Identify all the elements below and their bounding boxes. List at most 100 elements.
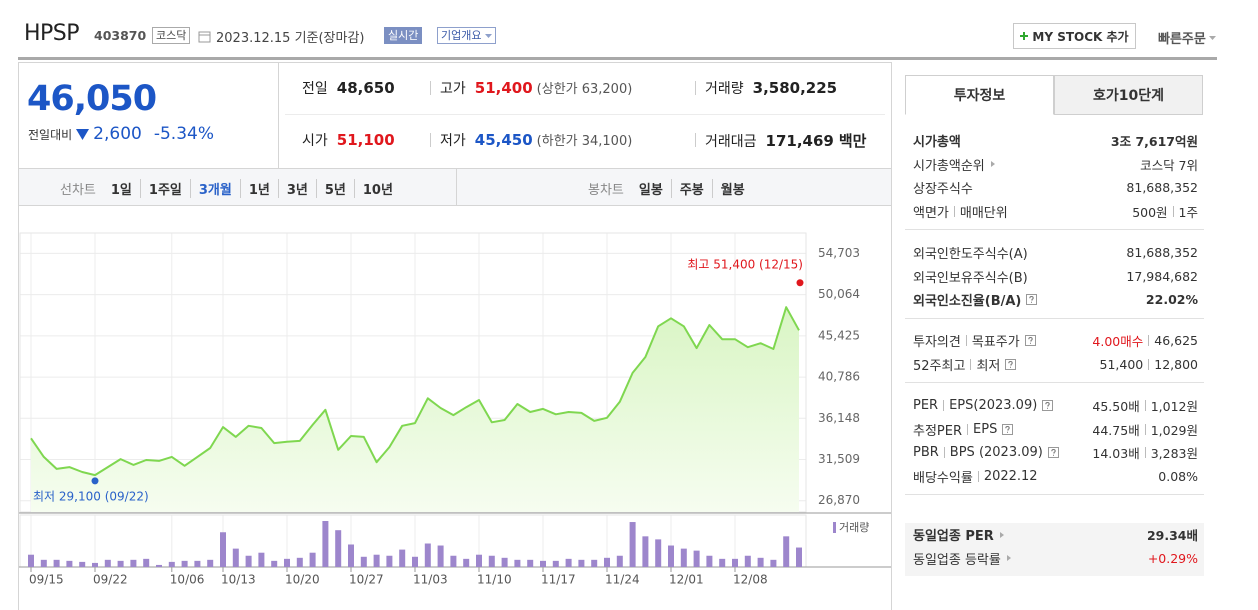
volume-bar [130, 559, 137, 567]
mystock-button[interactable]: MY STOCK 추가 [1013, 23, 1136, 49]
value-text: 4.00매수 [1092, 334, 1144, 350]
volume-bar [117, 560, 124, 567]
volume-bar [220, 532, 226, 567]
period-option[interactable]: 주봉 [670, 179, 712, 198]
help-icon[interactable] [1042, 400, 1054, 412]
row-label: 시가총액 [913, 131, 961, 150]
value-text: 46,625 [1154, 333, 1198, 349]
volume-bar [565, 558, 572, 567]
volume-bar [719, 558, 726, 567]
label-text: 상장주식수 [913, 182, 973, 198]
arrow-icon [999, 531, 1004, 538]
help-glyph [1008, 360, 1014, 368]
value-text: 3,283원 [1150, 446, 1198, 462]
volume-bar [156, 564, 162, 567]
area [31, 307, 799, 512]
value-text: 3조 7,617억원 [1110, 134, 1198, 150]
info-row: 동일업종 PER 29.34배 [913, 523, 1198, 547]
row-label: 추정PER EPS [913, 420, 1014, 439]
change-rate: -5.34% [153, 124, 214, 144]
label-text: 액면가 [913, 205, 949, 221]
value-text: 12,800 [1154, 356, 1198, 372]
row-label: PBR BPS (2023.09) [913, 445, 1059, 460]
label-text: 시가총액 [913, 135, 961, 151]
summary-label: 고가 [440, 81, 466, 97]
value-text: 1,012원 [1150, 399, 1198, 415]
divider [965, 335, 967, 347]
legend-swatch [833, 522, 836, 533]
row-value: 81,688,352 [1126, 245, 1198, 260]
volume-bar [655, 539, 662, 567]
summary-cell: 시가 51,100 [302, 130, 395, 150]
info-row: 상장주식수 81,688,352 [913, 176, 1198, 200]
row-value: 22.02% [1146, 292, 1198, 307]
info-row: 시가총액순위 코스닥 7위 [913, 153, 1198, 177]
help-icon[interactable] [1026, 294, 1038, 306]
tab[interactable]: 투자정보 [905, 75, 1054, 115]
row-value: 500원 1주 [1132, 202, 1198, 221]
help-icon[interactable] [1002, 423, 1014, 435]
period-divider [456, 169, 457, 205]
overview-button[interactable]: 기업개요 [437, 27, 497, 44]
volume-bar [693, 550, 700, 567]
info-row: 외국인한도주식수(A) 81,688,352 [913, 241, 1198, 265]
y-tick-label: 45,425 [818, 328, 860, 342]
plus-icon [1020, 32, 1029, 40]
label-text: 목표주가 [971, 335, 1020, 351]
summary-note: (상한가 63,200) [536, 82, 633, 97]
label-text: 외국인보유주식수(B) [913, 270, 1028, 286]
help-icon[interactable] [1024, 335, 1036, 347]
change-label: 전일대비 [28, 127, 73, 142]
label-text: 최저 [976, 358, 1001, 374]
volume-bar [348, 544, 354, 567]
summary-value: 48,650 [336, 79, 395, 97]
period-option[interactable]: 일봉 [638, 183, 663, 198]
volume-bar [66, 560, 73, 567]
line-chart-label: 선차트 [60, 183, 96, 198]
volume-bar [92, 562, 98, 567]
divider [695, 81, 696, 95]
period-option[interactable]: 월봉 [711, 179, 753, 198]
help-icon[interactable] [1047, 447, 1059, 459]
period-option[interactable]: 10년 [353, 179, 401, 198]
info-row: 동일업종 등락률 +0.29% [913, 547, 1198, 571]
label-text: 시가총액순위 [913, 158, 985, 174]
volume-bar [680, 548, 687, 567]
value-text: 500원 [1132, 204, 1168, 220]
value-text: 1주 [1178, 204, 1198, 220]
row-label: 동일업종 등락률 [913, 549, 1011, 568]
y-tick-label: 50,064 [818, 287, 860, 301]
period-option[interactable]: 1일 [110, 183, 132, 198]
info-row: 시가총액 3조 7,617억원 [913, 129, 1198, 153]
period-option[interactable]: 5년 [315, 179, 354, 198]
tab[interactable]: 호가10단계 [1054, 75, 1203, 115]
arrow-icon [990, 161, 995, 168]
divider [1148, 335, 1150, 347]
help-icon[interactable] [1005, 358, 1017, 370]
summary-value: 45,450 [474, 131, 533, 149]
volume-bar [642, 536, 649, 567]
value-text: 0.08% [1158, 468, 1198, 484]
label-text: EPS [973, 421, 998, 437]
row-label: 배당수익률 2022.12 [913, 467, 1038, 486]
quick-order[interactable]: 빠른주문 [1158, 28, 1216, 47]
volume-bar [501, 557, 508, 567]
line [30, 306, 800, 477]
side-panel: 투자정보 호가10단계 시가총액 3조 7,617억원 시가총액순위 코스닥 7위 상장주식… [905, 0, 1204, 610]
row-label: 52주최고 최저 [913, 355, 1017, 374]
period-option[interactable]: 1년 [239, 179, 278, 198]
y-tick-label: 31,509 [818, 452, 860, 466]
period-option[interactable]: 3개월 [189, 179, 240, 198]
volume-bar [604, 557, 610, 567]
period-option[interactable]: 1주일 [139, 179, 190, 198]
volume-bar [79, 561, 86, 567]
change-amount: 2,600 [93, 124, 142, 144]
y-tick-label: 26,870 [818, 493, 860, 507]
volume-bar [373, 554, 380, 567]
period-option[interactable]: 3년 [277, 179, 316, 198]
summary-unit: 백만 [838, 132, 867, 150]
realtime-button[interactable]: 실시간 [384, 27, 423, 44]
volume-bar [284, 558, 290, 567]
row-label: 시가총액순위 [913, 155, 995, 174]
